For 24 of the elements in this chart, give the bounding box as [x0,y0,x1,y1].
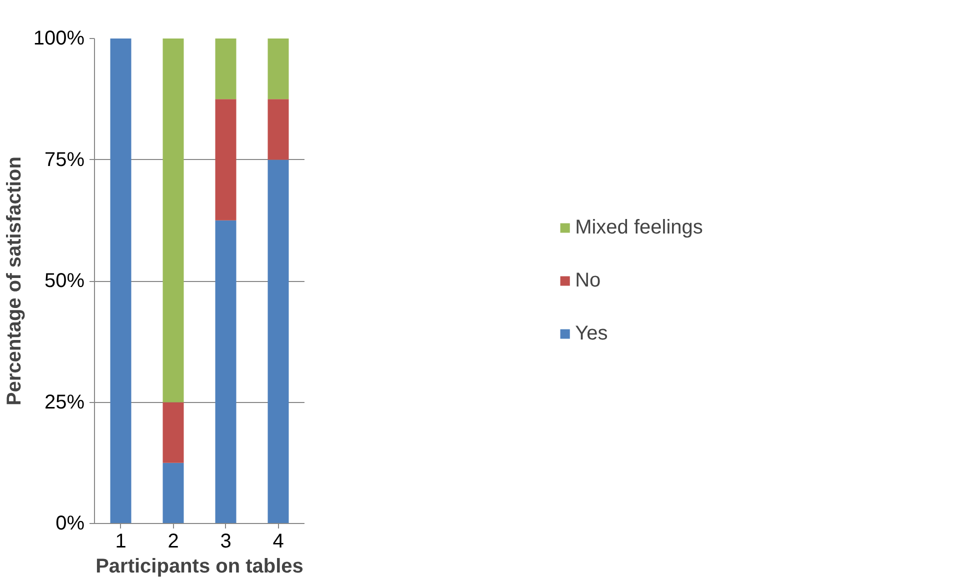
bar [162,38,184,402]
y-tick-label: 0% [56,512,85,534]
y-tick-label: 75% [44,148,85,171]
bar [162,462,184,524]
x-axis-title: Participants on tables [96,556,304,578]
bar [215,38,236,100]
bar [268,160,289,524]
x-tick-label: 3 [220,530,232,552]
x-tick-label: 1 [115,530,126,552]
y-tick-label: 25% [44,391,85,414]
bar [110,38,132,524]
y-tick-label: 100% [33,28,85,50]
legend-label: No [575,269,601,292]
legend-label: Mixed feelings [575,216,703,239]
x-tick-label: 4 [272,530,284,552]
bar [215,99,236,220]
bar [162,402,184,463]
y-axis-title: Percentage of satisfaction [3,156,26,406]
x-tick-label: 2 [168,530,179,552]
bar [215,220,236,524]
legend-label: Yes [575,322,608,345]
y-tick-label: 50% [44,270,85,292]
bar [268,99,289,160]
bar [268,38,289,100]
